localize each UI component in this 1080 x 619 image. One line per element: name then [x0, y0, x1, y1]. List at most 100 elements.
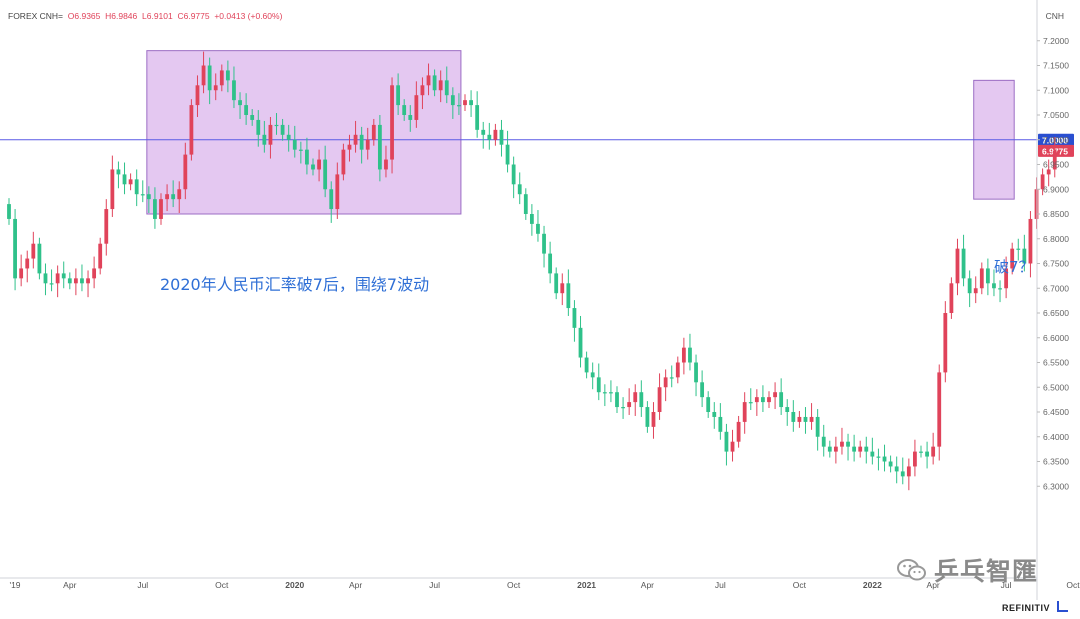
x-tick-label: Apr — [349, 580, 362, 590]
candle-body — [1022, 248, 1027, 264]
candle-body — [450, 95, 455, 106]
candle-body — [931, 446, 936, 457]
candle-body — [189, 105, 194, 155]
candle-body — [712, 412, 717, 417]
candle-body — [305, 149, 309, 165]
y-tick-label: 6.8000 — [1043, 234, 1069, 244]
candle-body — [785, 407, 790, 412]
candle-body — [797, 416, 802, 422]
candle-body — [742, 402, 747, 422]
y-tick-label: 7.2000 — [1043, 36, 1069, 46]
x-tick-label: Jul — [137, 580, 148, 590]
candle-body — [542, 233, 546, 254]
y-tick-label: 7.0500 — [1043, 110, 1069, 120]
candle-body — [961, 248, 966, 279]
range-annotation: 2020年人民币汇率破7后，围绕7波动 — [160, 275, 430, 294]
watermark-text: 乒乓智匯 — [934, 557, 1039, 586]
candle-body — [639, 392, 644, 408]
candle-body — [341, 149, 346, 175]
candle-body — [238, 100, 242, 106]
candle-body — [815, 416, 820, 437]
candle-body — [146, 194, 151, 200]
x-tick-label: 2020 — [285, 580, 304, 590]
candle-body — [444, 80, 449, 96]
candle-body — [821, 436, 826, 447]
candle-body — [225, 70, 230, 81]
candle-body — [110, 169, 115, 210]
candle-body — [244, 105, 249, 115]
y-tick-label: 6.3000 — [1043, 481, 1069, 491]
candle-body — [359, 134, 364, 150]
candle-body — [232, 80, 236, 101]
x-tick-label: 2021 — [577, 580, 596, 590]
candle-body — [286, 134, 291, 140]
candle-body — [572, 308, 577, 328]
candle-body — [43, 273, 48, 284]
candle-body — [621, 407, 625, 409]
candle-body — [49, 283, 54, 285]
y-tick-label: 7.1000 — [1043, 85, 1069, 95]
candle-body — [809, 416, 814, 422]
candle-body — [438, 80, 443, 91]
axis-layer: 7.2000 7.1500 7.1000 7.0500 7.0000 6.9500 6.90… — [0, 0, 1080, 600]
candle-body — [390, 85, 394, 160]
x-tick-label: Oct — [793, 580, 807, 590]
candle-body — [700, 382, 705, 398]
candle-body — [420, 85, 425, 96]
candle-body — [104, 209, 109, 244]
y-tick-label: 6.6000 — [1043, 333, 1069, 343]
y-tick-label: 7.1500 — [1043, 61, 1069, 71]
candle-body — [718, 416, 723, 432]
candle-body — [651, 412, 656, 427]
candle-body — [377, 124, 382, 170]
x-tick-label: Oct — [507, 580, 521, 590]
candle-body — [979, 268, 984, 289]
candle-body — [165, 194, 169, 200]
refinitiv-icon — [1057, 601, 1068, 612]
candle-body — [645, 407, 650, 427]
watermark: 乒乓智匯 — [896, 552, 1038, 588]
candle-body — [73, 278, 78, 284]
candle-body — [219, 70, 224, 86]
refinitiv-logo: REFINITIV — [1002, 601, 1068, 613]
candle-body — [323, 159, 328, 190]
candle-body — [25, 258, 30, 269]
x-tick-label: Jul — [715, 580, 726, 590]
candle-body — [384, 159, 388, 170]
candle-body — [840, 441, 844, 447]
highlight-boxes — [146, 50, 1015, 215]
candle-body — [925, 451, 929, 457]
candle-body — [657, 387, 662, 412]
candle-body — [827, 446, 832, 452]
candle-body — [475, 105, 480, 130]
candle-body — [724, 431, 729, 452]
x-tick-label: Oct — [1066, 580, 1080, 590]
candle-body — [566, 283, 571, 309]
candle-body — [517, 184, 522, 195]
candle-body — [767, 397, 771, 403]
y-tick-label: 6.4500 — [1043, 407, 1069, 417]
candle-body — [153, 199, 157, 219]
candle-body — [919, 451, 923, 453]
candle-body — [992, 283, 996, 289]
candle-body — [900, 471, 905, 477]
candle-body — [1052, 150, 1057, 170]
candle-body — [335, 174, 340, 210]
x-tick-label: '19 — [9, 580, 20, 590]
candle-body — [529, 214, 534, 224]
candle-body — [207, 65, 212, 91]
highlight-box — [146, 50, 462, 215]
candle-body — [596, 377, 601, 393]
candle-body — [602, 392, 607, 394]
candle-body — [913, 451, 917, 467]
candle-body — [128, 179, 133, 185]
candle-body — [463, 100, 467, 106]
candle-body — [615, 392, 619, 408]
candle-body — [985, 268, 990, 284]
candle-body — [894, 466, 899, 472]
candle-body — [37, 243, 42, 274]
candle-body — [353, 134, 358, 145]
x-tick-label: Jul — [429, 580, 440, 590]
y-tick-label: 7.0000 — [1043, 135, 1069, 145]
